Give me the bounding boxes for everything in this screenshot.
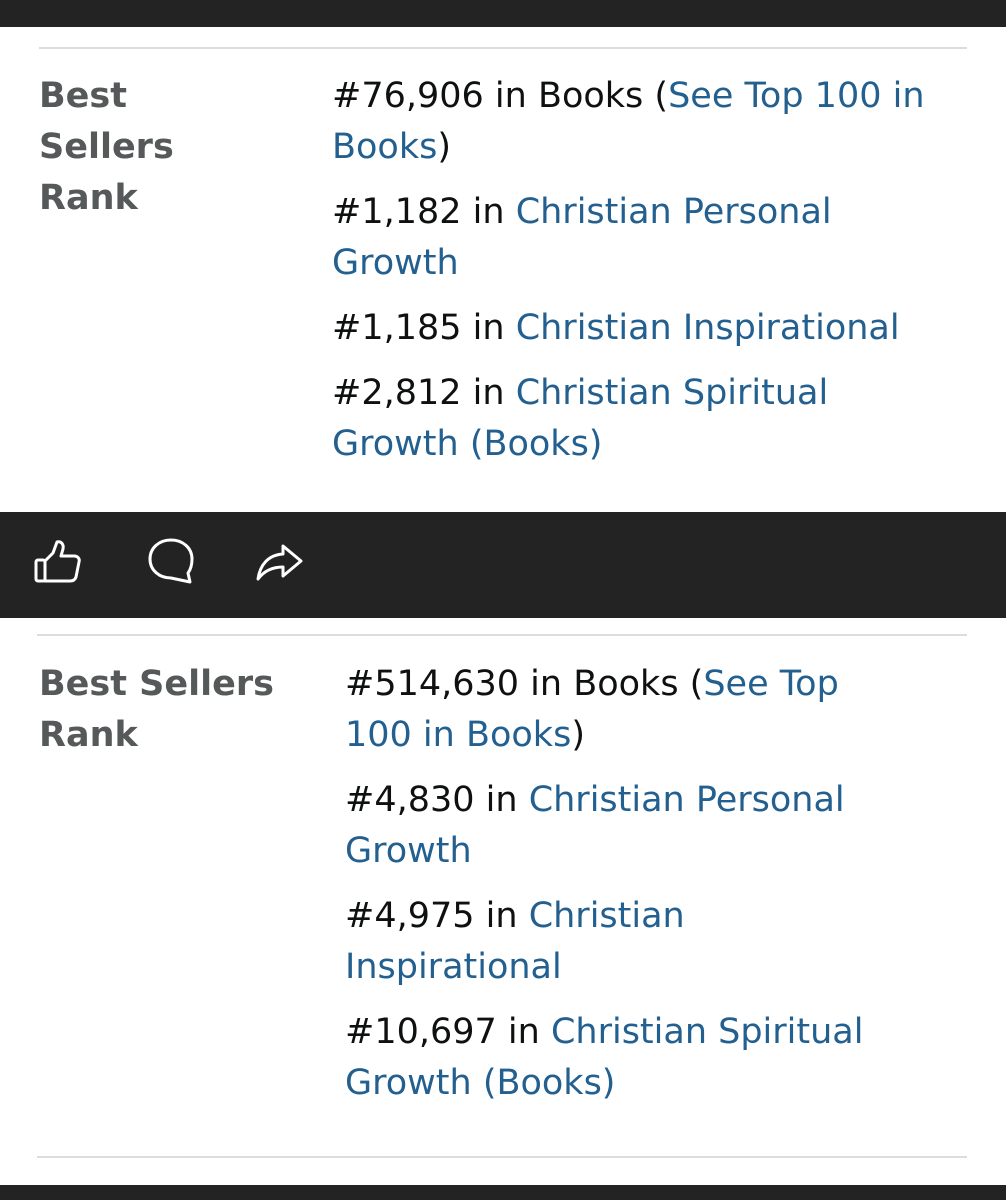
rank-text: #514,630 in Books (: [345, 664, 704, 704]
rank-text: #76,906 in Books (: [332, 76, 669, 116]
divider-middle: [37, 634, 967, 636]
rank-category-link[interactable]: See Top 100 in Books: [332, 76, 925, 167]
rank-list: #76,906 in Books (See Top 100 in Books) …: [332, 71, 932, 484]
rank-text: #1,182 in: [332, 192, 516, 232]
rank-item-personal-growth: #4,830 in Christian Personal Growth: [345, 775, 905, 877]
rank-text: #4,975 in: [345, 896, 529, 936]
best-sellers-label: Best Sellers Rank: [39, 664, 274, 755]
bottom-dark-bar: [0, 1185, 1006, 1200]
rank-category-link[interactable]: See Top 100 in Books: [345, 664, 839, 755]
rank-suffix: ): [437, 127, 451, 167]
rank-category-link[interactable]: Christian Personal Growth: [332, 192, 832, 283]
divider-top: [39, 47, 967, 49]
rank-item-spiritual-growth: #10,697 in Christian Spiritual Growth (B…: [345, 1007, 905, 1109]
rank-text: #2,812 in: [332, 373, 516, 413]
rank-item-inspirational: #1,185 in Christian Inspirational: [332, 303, 932, 354]
best-sellers-label: Best Sellers Rank: [39, 76, 174, 218]
rank-text: #4,830 in: [345, 780, 529, 820]
rank-suffix: ): [571, 715, 585, 755]
rank-item-inspirational: #4,975 in Christian Inspirational: [345, 891, 905, 993]
rank-category-link[interactable]: Christian Inspirational: [515, 308, 900, 348]
rank-item-spiritual-growth: #2,812 in Christian Spiritual Growth (Bo…: [332, 368, 932, 470]
divider-bottom: [37, 1156, 967, 1158]
comment-icon[interactable]: [143, 533, 199, 589]
rank-category-link[interactable]: Christian Inspirational: [345, 896, 685, 987]
rank-item-books: #514,630 in Books (See Top 100 in Books): [345, 659, 905, 761]
post-action-bar: [0, 512, 1006, 618]
rank-item-personal-growth: #1,182 in Christian Personal Growth: [332, 187, 932, 289]
rank-item-books: #76,906 in Books (See Top 100 in Books): [332, 71, 932, 173]
thumbs-up-icon[interactable]: [30, 533, 86, 589]
rank-text: #10,697 in: [345, 1012, 551, 1052]
rank-category-link[interactable]: Christian Spiritual Growth (Books): [332, 373, 829, 464]
rank-category-link[interactable]: Christian Spiritual Growth (Books): [345, 1012, 864, 1103]
rank-category-link[interactable]: Christian Personal Growth: [345, 780, 845, 871]
top-dark-bar: [0, 0, 1006, 27]
share-icon[interactable]: [252, 533, 308, 589]
rank-text: #1,185 in: [332, 308, 516, 348]
rank-list: #514,630 in Books (See Top 100 in Books)…: [345, 659, 905, 1123]
